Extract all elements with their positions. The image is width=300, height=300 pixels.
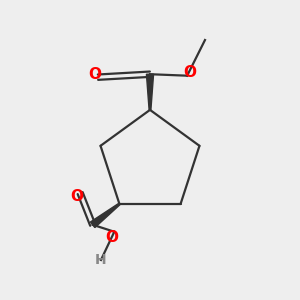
Text: O: O: [184, 65, 196, 80]
Text: O: O: [71, 189, 84, 204]
Polygon shape: [91, 203, 120, 228]
Text: O: O: [88, 67, 101, 82]
Polygon shape: [146, 74, 154, 110]
Text: O: O: [105, 230, 118, 245]
Text: H: H: [95, 253, 107, 267]
